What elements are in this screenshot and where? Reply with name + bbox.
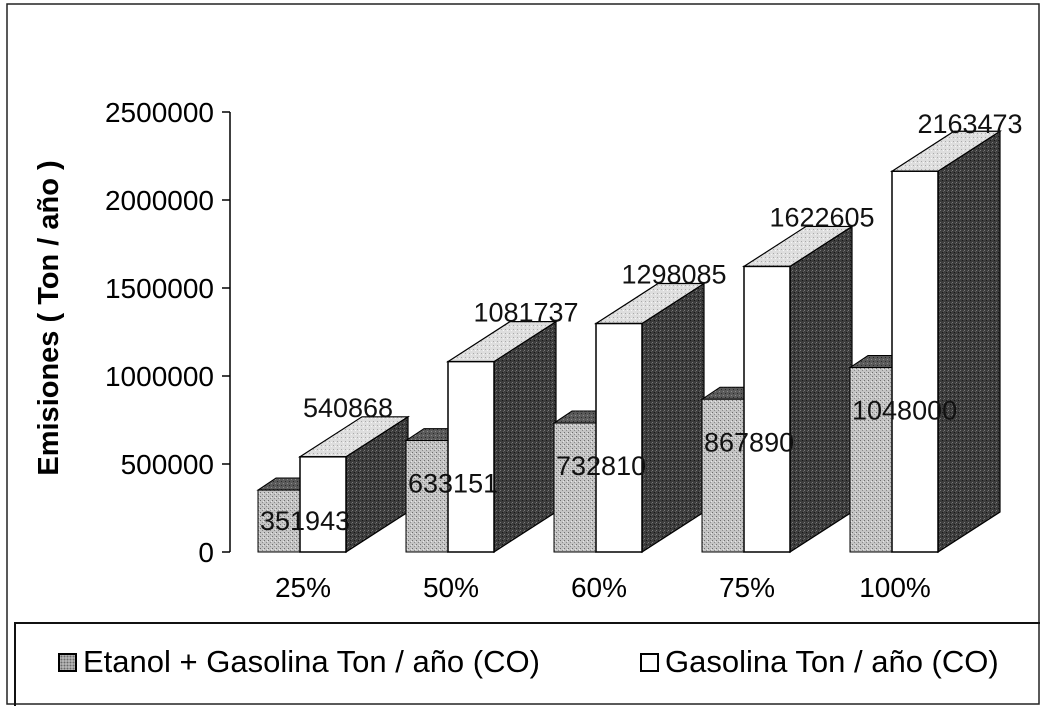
bar-ethanol	[849, 367, 893, 553]
bar-gasoline-side	[789, 225, 853, 554]
outer-border	[6, 3, 1040, 705]
x-tick-label: 50%	[423, 572, 479, 603]
x-tick-label: 25%	[275, 572, 331, 603]
data-label-ethanol: 633151	[408, 469, 498, 499]
bar-ethanol	[553, 422, 597, 553]
legend-swatch-ethanol	[58, 652, 77, 672]
y-axis-label: Emisiones ( Ton / año )	[33, 160, 65, 475]
bars-layer: 351943 540868 633151 1081737 732810 1298085 86…	[256, 109, 1023, 554]
x-tick-label: 75%	[719, 572, 775, 603]
bar-gasoline	[743, 265, 791, 553]
data-label-gasoline: 540868	[303, 393, 393, 423]
legend: Etanol + Gasolina Ton / año (CO) Gasolin…	[14, 622, 1040, 706]
y-tick-label: 1500000	[105, 273, 214, 304]
bar-gasoline	[299, 456, 347, 553]
data-label-gasoline: 1298085	[621, 260, 726, 290]
legend-label-ethanol: Etanol + Gasolina Ton / año (CO)	[83, 644, 540, 679]
data-label-ethanol: 351943	[260, 506, 350, 536]
data-label-ethanol: 867890	[704, 427, 794, 457]
x-tick-label: 60%	[571, 572, 627, 603]
y-tick-label: 2000000	[105, 185, 214, 216]
y-tick-label: 0	[198, 537, 214, 568]
legend-label-gasoline: Gasolina Ton / año (CO)	[665, 644, 999, 679]
data-label-gasoline: 1622605	[769, 202, 874, 232]
bar-ethanol	[257, 489, 301, 553]
data-label-gasoline: 1081737	[473, 298, 578, 328]
legend-swatch-gasoline	[640, 652, 659, 672]
legend-item-gasoline: Gasolina Ton / año (CO)	[640, 644, 999, 680]
bar-ethanol	[405, 440, 449, 553]
bar-gasoline	[891, 170, 939, 553]
bar-gasoline-side	[641, 282, 705, 554]
legend-item-ethanol: Etanol + Gasolina Ton / año (CO)	[58, 644, 540, 680]
y-tick-label: 2500000	[105, 97, 214, 128]
bar-ethanol	[701, 398, 745, 553]
bar-gasoline	[595, 322, 643, 553]
data-label-gasoline: 2163473	[917, 109, 1022, 139]
y-tick-label: 1000000	[105, 361, 214, 392]
x-axis: 25% 50% 60% 75% 100%	[275, 572, 931, 603]
data-label-ethanol: 732810	[556, 451, 646, 481]
y-tick-label: 500000	[121, 449, 214, 480]
bar-gasoline-side	[937, 130, 1001, 554]
bar-gasoline	[447, 360, 495, 553]
x-tick-label: 100%	[859, 572, 931, 603]
y-axis: 0 500000 1000000 1500000 2000000 2500000	[105, 97, 231, 568]
data-label-ethanol: 1048000	[852, 396, 957, 426]
